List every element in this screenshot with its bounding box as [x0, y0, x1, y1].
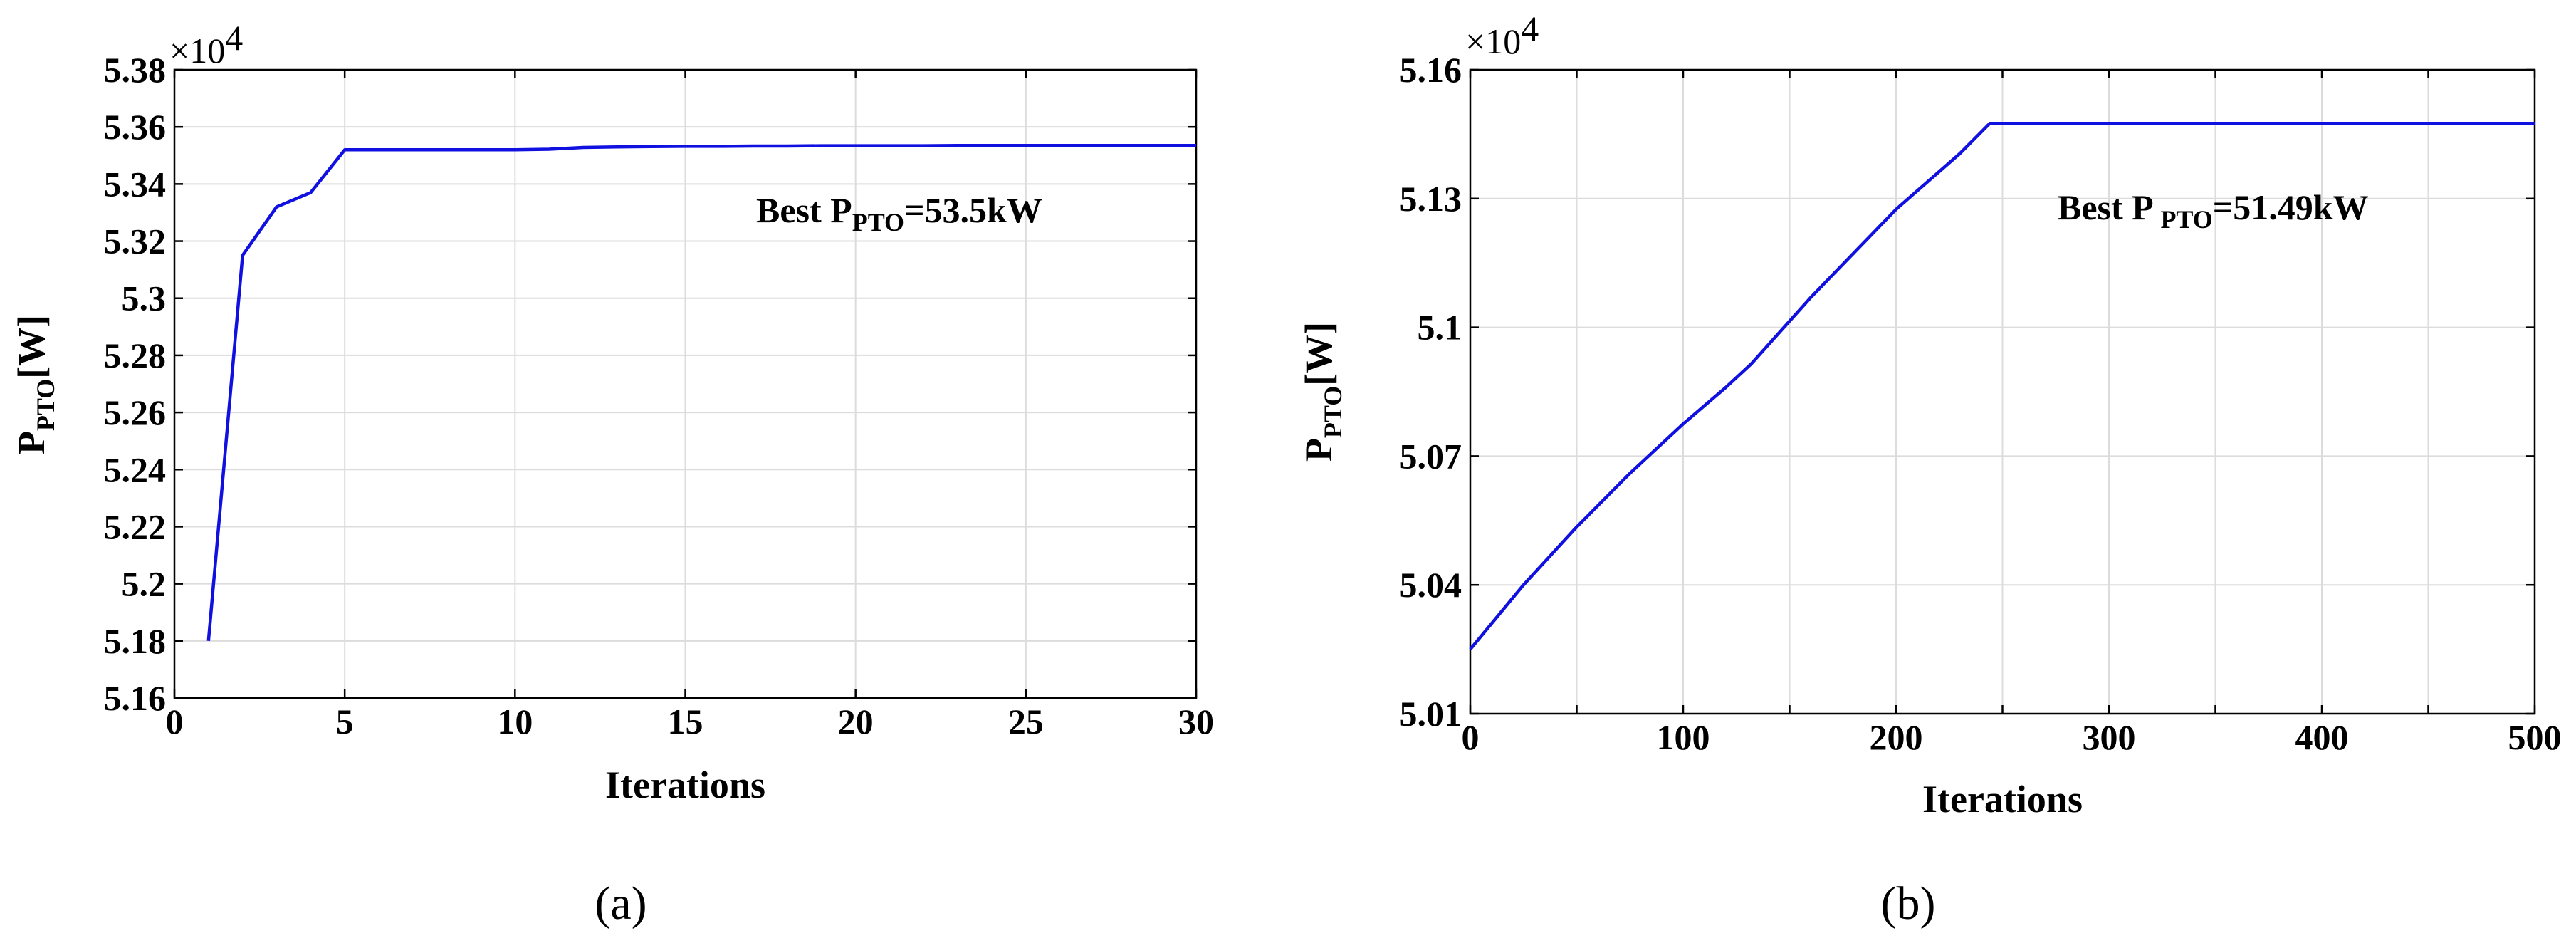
x-tick-label: 15 [668, 702, 703, 741]
axis-multiplier: ×104 [169, 18, 243, 71]
y-tick-label: 5.26 [104, 392, 167, 432]
x-tick-label: 25 [1008, 702, 1044, 741]
y-tick-label: 5.34 [104, 164, 167, 204]
x-tick-label: 30 [1178, 702, 1214, 741]
y-tick-label: 5.1 [1418, 308, 1462, 348]
y-tick-label: 5.3 [122, 278, 167, 318]
best-value-annotation: Best PPTO=53.5kW [756, 190, 1042, 236]
y-tick-label: 5.2 [122, 564, 167, 604]
x-tick-label: 400 [2295, 717, 2349, 757]
y-tick-label: 5.38 [104, 50, 167, 90]
y-tick-label: 5.13 [1400, 179, 1462, 219]
chart-a: 0 5 10 15 20 25 30 5.16 5.18 5.2 5.22 5.24 5.26 5.28 5… [10, 18, 1214, 929]
x-axis-label: Iterations [1922, 778, 2083, 821]
y-axis-label: PPTO[W] [10, 315, 60, 454]
y-tick-label: 5.16 [104, 678, 167, 718]
x-tick-label: 10 [497, 702, 533, 741]
x-tick-label: 5 [336, 702, 354, 741]
figure-caption: (a) [595, 877, 646, 929]
series-line [1469, 122, 2535, 651]
x-tick-label: 200 [1870, 717, 1923, 757]
y-tick-label: 5.18 [104, 621, 167, 661]
x-tick-label: 0 [166, 702, 184, 741]
figure-caption: (b) [1881, 877, 1936, 929]
x-tick-label: 0 [1462, 717, 1480, 757]
y-tick-label: 5.07 [1400, 436, 1462, 476]
chart-b: 0 100 200 300 400 500 5.01 5.04 5.07 5.1 5.13 5.16×… [1297, 9, 2562, 929]
best-value-annotation: Best P PTO=51.49kW [2058, 187, 2369, 234]
y-axis-label: PPTO[W] [1297, 322, 1347, 462]
axis-multiplier: ×104 [1465, 9, 1539, 61]
y-tick-label: 5.22 [104, 506, 167, 546]
y-tick-label: 5.04 [1400, 565, 1462, 605]
y-tick-label: 5.32 [104, 222, 167, 261]
y-tick-label: 5.24 [104, 449, 167, 489]
y-tick-label: 5.01 [1400, 694, 1462, 734]
x-tick-label: 500 [2508, 717, 2562, 757]
x-axis-label: Iterations [605, 764, 765, 806]
x-tick-label: 20 [838, 702, 874, 741]
x-tick-label: 100 [1657, 717, 1710, 757]
y-tick-label: 5.36 [104, 107, 167, 147]
x-tick-label: 300 [2083, 717, 2136, 757]
series-line [206, 143, 1196, 641]
y-tick-label: 5.16 [1400, 50, 1462, 90]
y-tick-label: 5.28 [104, 335, 167, 375]
